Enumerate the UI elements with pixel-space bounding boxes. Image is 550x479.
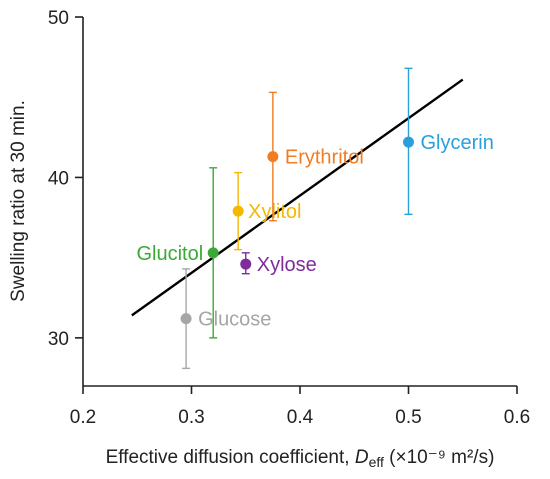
point-label-xylose: Xylose [257,254,317,276]
point-glucitol [207,247,219,259]
y-ticks: 30 40 50 [48,8,83,350]
x-tick-label: 0.5 [395,407,421,428]
point-erythritol [267,151,279,163]
x-tick-label: 0.6 [504,407,530,428]
point-group-erythritol: Erythritol [267,91,364,222]
x-axis-title-unit: (×10⁻⁹ m²/s) [384,447,495,468]
x-tick-label: 0.3 [178,407,204,428]
x-ticks: 0.2 0.3 0.4 0.5 0.6 [70,386,530,428]
x-axis-title-subscript: eff [369,454,384,470]
point-group-xylitol: Xylitol [232,171,302,251]
x-axis-title: Effective diffusion coefficient, Deff (×… [106,447,495,470]
point-label-erythritol: Erythritol [285,147,364,169]
x-tick-label: 0.4 [287,407,314,428]
point-group-glucose: Glucose [180,268,271,370]
point-group-glycerin: Glycerin [403,67,494,216]
y-tick-label: 40 [48,168,69,189]
y-axis-title: Swelling ratio at 30 min. [8,100,29,302]
point-group-glucitol: Glucitol [136,167,219,339]
y-tick-label: 50 [48,8,69,29]
point-xylose [240,258,252,270]
trendline [131,78,464,317]
x-tick-label: 0.2 [70,407,96,428]
y-tick-label: 30 [48,329,69,350]
point-glycerin [403,136,414,148]
point-glucose [180,313,192,325]
x-axis-title-main: Effective diffusion coefficient, [106,447,355,468]
point-xylitol [232,205,244,217]
point-label-glycerin: Glycerin [421,132,494,154]
point-label-glucose: Glucose [198,309,271,331]
data-points: Glucose Glucitol Xylitol Xylose Erythritol Gl… [136,67,494,370]
x-axis-title-symbol: D [355,447,369,468]
point-label-glucitol: Glucitol [136,243,203,265]
trendline-group [131,78,464,317]
point-group-xylose: Xylose [240,252,317,276]
point-label-xylitol: Xylitol [248,201,301,223]
